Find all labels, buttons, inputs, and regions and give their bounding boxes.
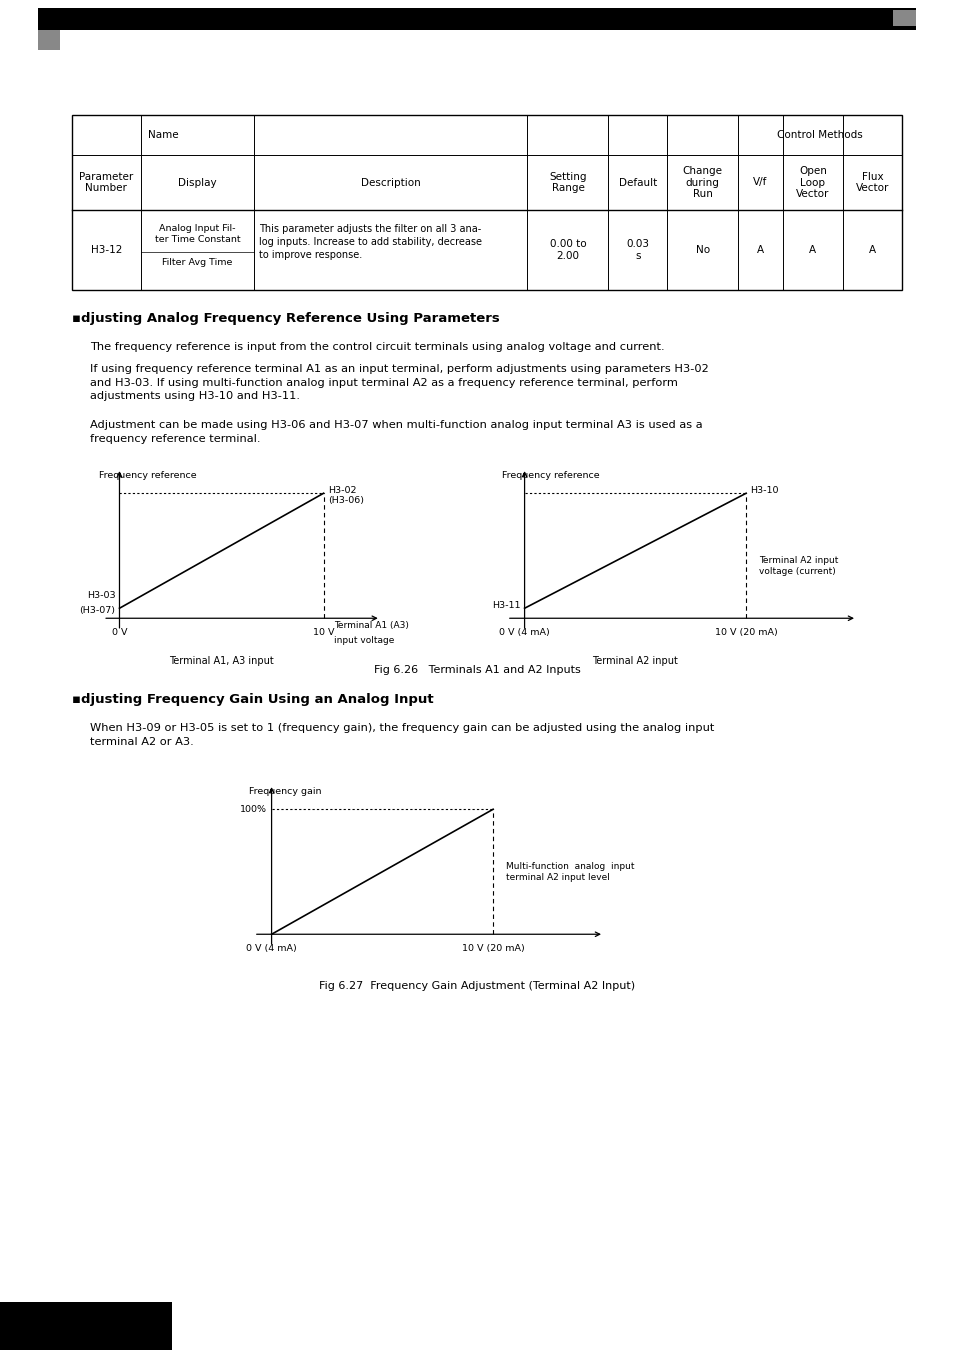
Text: 0 V (4 mA): 0 V (4 mA): [498, 628, 549, 637]
Text: ▪djusting Frequency Gain Using an Analog Input: ▪djusting Frequency Gain Using an Analog…: [71, 693, 434, 706]
Text: Terminal A1, A3 input: Terminal A1, A3 input: [169, 656, 274, 666]
Text: 0.03
s: 0.03 s: [626, 239, 649, 261]
Text: 0 V: 0 V: [112, 628, 127, 637]
Text: H3-10: H3-10: [750, 486, 779, 494]
Text: Description: Description: [360, 177, 420, 188]
Text: Name: Name: [148, 130, 178, 140]
Text: H3-11: H3-11: [491, 601, 519, 610]
Text: Terminal A2 input
voltage (current): Terminal A2 input voltage (current): [759, 556, 838, 576]
Text: H3-12: H3-12: [91, 244, 122, 255]
Bar: [892, 9, 915, 26]
Bar: [38, 8, 915, 30]
Text: Change
during
Run: Change during Run: [682, 166, 721, 198]
Text: V/f: V/f: [752, 177, 766, 188]
Text: Display: Display: [178, 177, 216, 188]
Text: H3-02
(H3-06): H3-02 (H3-06): [327, 486, 363, 505]
Bar: [38, 30, 60, 50]
Text: When H3-09 or H3-05 is set to 1 (frequency gain), the frequency gain can be adju: When H3-09 or H3-05 is set to 1 (frequen…: [90, 724, 714, 747]
Bar: [71, 115, 901, 290]
Text: 0 V (4 mA): 0 V (4 mA): [246, 944, 296, 953]
Text: Setting
Range: Setting Range: [549, 171, 586, 193]
Text: A: A: [868, 244, 875, 255]
Text: input voltage: input voltage: [334, 636, 394, 645]
Text: Flux
Vector: Flux Vector: [855, 171, 888, 193]
Text: Fig 6.26   Terminals A1 and A2 Inputs: Fig 6.26 Terminals A1 and A2 Inputs: [374, 666, 579, 675]
Text: Terminal A2 input: Terminal A2 input: [592, 656, 678, 666]
Text: Open
Loop
Vector: Open Loop Vector: [796, 166, 829, 198]
Text: ▪djusting Analog Frequency Reference Using Parameters: ▪djusting Analog Frequency Reference Usi…: [71, 312, 499, 325]
Text: Control Methods: Control Methods: [777, 130, 862, 140]
Text: Adjustment can be made using H3-06 and H3-07 when multi-function analog input te: Adjustment can be made using H3-06 and H…: [90, 420, 702, 444]
Text: This parameter adjusts the filter on all 3 ana-
log inputs. Increase to add stab: This parameter adjusts the filter on all…: [259, 224, 481, 261]
Text: No: No: [695, 244, 709, 255]
Text: Frequency reference: Frequency reference: [99, 471, 196, 479]
Text: 6-26: 6-26: [41, 1316, 90, 1335]
Text: 10 V (20 mA): 10 V (20 mA): [714, 628, 777, 637]
Text: 100%: 100%: [240, 805, 267, 814]
Text: (H3-07): (H3-07): [79, 606, 115, 616]
Text: The frequency reference is input from the control circuit terminals using analog: The frequency reference is input from th…: [90, 342, 664, 352]
Text: If using frequency reference terminal A1 as an input terminal, perform adjustmen: If using frequency reference terminal A1…: [90, 364, 708, 401]
Text: Filter Avg Time: Filter Avg Time: [162, 258, 233, 267]
Text: Terminal A1 (A3): Terminal A1 (A3): [334, 621, 408, 629]
Text: Frequency reference: Frequency reference: [502, 471, 599, 479]
Text: A: A: [756, 244, 763, 255]
Text: H3-03: H3-03: [87, 591, 115, 601]
Text: Multi-function  analog  input
terminal A2 input level: Multi-function analog input terminal A2 …: [506, 861, 635, 882]
Text: Fig 6.27  Frequency Gain Adjustment (Terminal A2 Input): Fig 6.27 Frequency Gain Adjustment (Term…: [318, 981, 635, 991]
Text: 10 V: 10 V: [313, 628, 334, 637]
Bar: [0, 1301, 172, 1350]
Text: Parameter
Number: Parameter Number: [79, 171, 133, 193]
Text: 0.00 to
2.00: 0.00 to 2.00: [549, 239, 586, 261]
Text: Default: Default: [618, 177, 657, 188]
Text: Analog Input Fil-
ter Time Constant: Analog Input Fil- ter Time Constant: [154, 224, 240, 244]
Text: 10 V (20 mA): 10 V (20 mA): [461, 944, 524, 953]
Text: A: A: [808, 244, 816, 255]
Text: Frequency gain: Frequency gain: [249, 787, 321, 795]
